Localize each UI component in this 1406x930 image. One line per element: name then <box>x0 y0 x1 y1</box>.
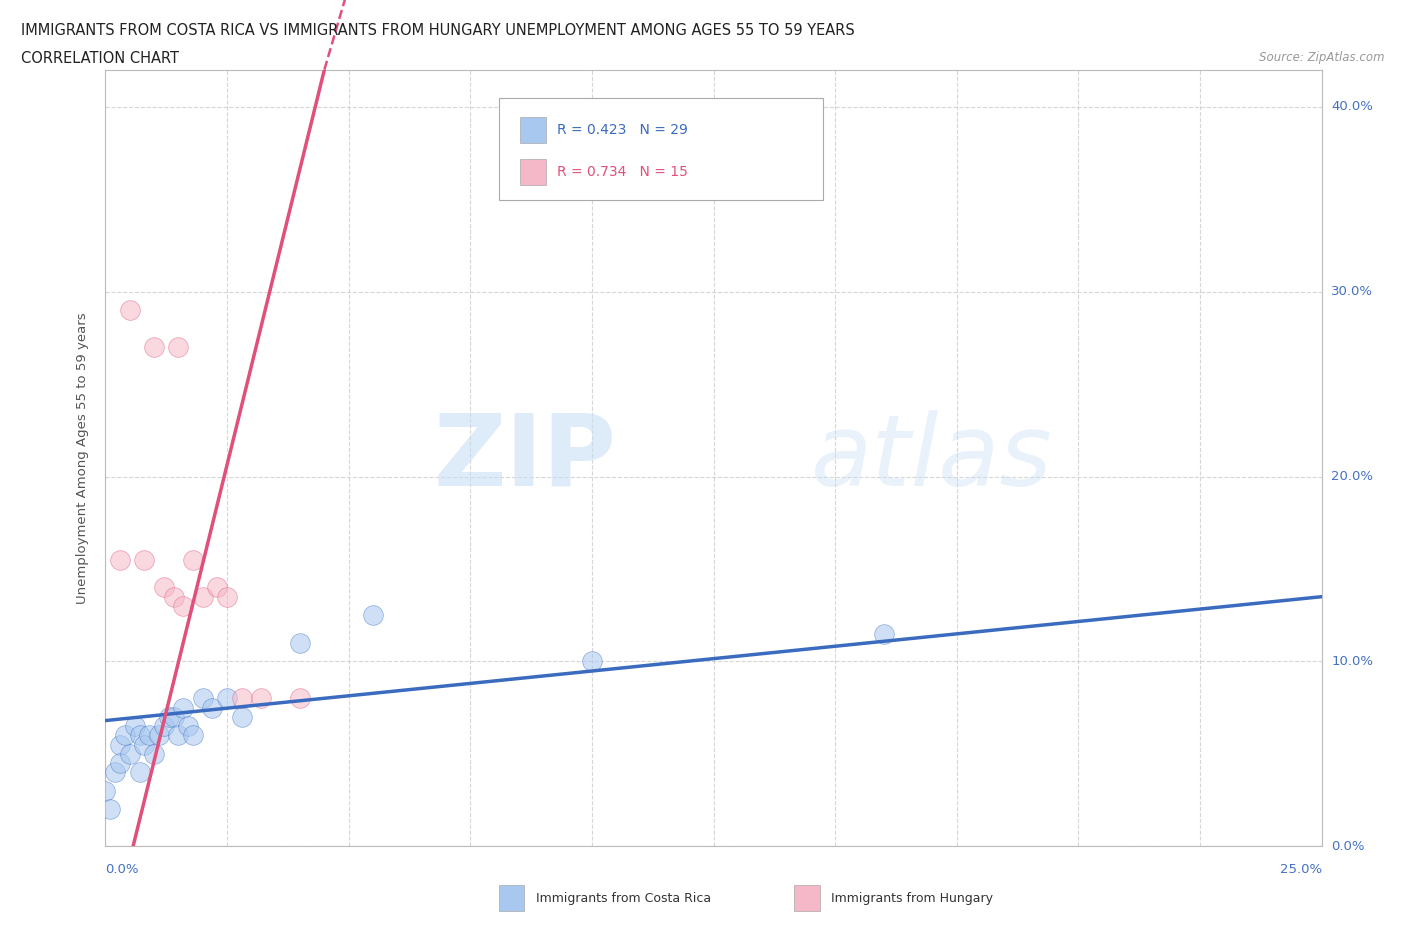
Point <box>167 339 190 354</box>
Point <box>98 802 121 817</box>
Point <box>162 590 184 604</box>
Text: Immigrants from Costa Rica: Immigrants from Costa Rica <box>536 892 711 905</box>
Point <box>148 728 170 743</box>
Point <box>108 737 131 752</box>
Point <box>124 719 146 734</box>
Text: 20.0%: 20.0% <box>1331 470 1374 483</box>
Point <box>114 728 136 743</box>
Text: CORRELATION CHART: CORRELATION CHART <box>21 51 179 66</box>
Point <box>207 580 229 595</box>
Point <box>288 691 311 706</box>
Text: 10.0%: 10.0% <box>1331 655 1374 668</box>
Text: Immigrants from Hungary: Immigrants from Hungary <box>831 892 993 905</box>
Point <box>217 590 239 604</box>
Point <box>581 654 603 669</box>
Text: 30.0%: 30.0% <box>1331 286 1374 299</box>
Text: atlas: atlas <box>811 409 1053 507</box>
Point <box>157 710 180 724</box>
Point <box>191 691 214 706</box>
Point <box>128 764 150 779</box>
Point <box>143 339 166 354</box>
Point <box>134 737 156 752</box>
Point <box>104 764 127 779</box>
Point <box>172 599 194 614</box>
Point <box>108 552 131 567</box>
Point <box>128 728 150 743</box>
Point <box>162 710 184 724</box>
Text: 25.0%: 25.0% <box>1279 863 1322 876</box>
Point <box>94 783 117 798</box>
Point <box>138 728 160 743</box>
Text: R = 0.423   N = 29: R = 0.423 N = 29 <box>557 123 688 138</box>
Point <box>172 700 194 715</box>
Point <box>167 728 190 743</box>
Point <box>108 756 131 771</box>
Point <box>873 626 896 641</box>
Point <box>153 580 176 595</box>
Point <box>143 747 166 762</box>
Y-axis label: Unemployment Among Ages 55 to 59 years: Unemployment Among Ages 55 to 59 years <box>76 312 90 604</box>
Point <box>231 691 253 706</box>
Point <box>250 691 273 706</box>
Point <box>361 607 384 622</box>
Point <box>181 728 204 743</box>
Text: 40.0%: 40.0% <box>1331 100 1374 113</box>
Point <box>288 635 311 650</box>
Text: R = 0.734   N = 15: R = 0.734 N = 15 <box>557 165 688 179</box>
Text: 0.0%: 0.0% <box>1331 840 1365 853</box>
Point <box>217 691 239 706</box>
Point <box>118 302 141 317</box>
Point <box>191 590 214 604</box>
Point <box>118 747 141 762</box>
Text: Source: ZipAtlas.com: Source: ZipAtlas.com <box>1260 51 1385 64</box>
Point <box>201 700 224 715</box>
Point <box>153 719 176 734</box>
Text: ZIP: ZIP <box>433 409 616 507</box>
Point <box>177 719 200 734</box>
Text: 0.0%: 0.0% <box>105 863 139 876</box>
Point <box>134 552 156 567</box>
Point <box>231 710 253 724</box>
Point <box>181 552 204 567</box>
Text: IMMIGRANTS FROM COSTA RICA VS IMMIGRANTS FROM HUNGARY UNEMPLOYMENT AMONG AGES 55: IMMIGRANTS FROM COSTA RICA VS IMMIGRANTS… <box>21 23 855 38</box>
